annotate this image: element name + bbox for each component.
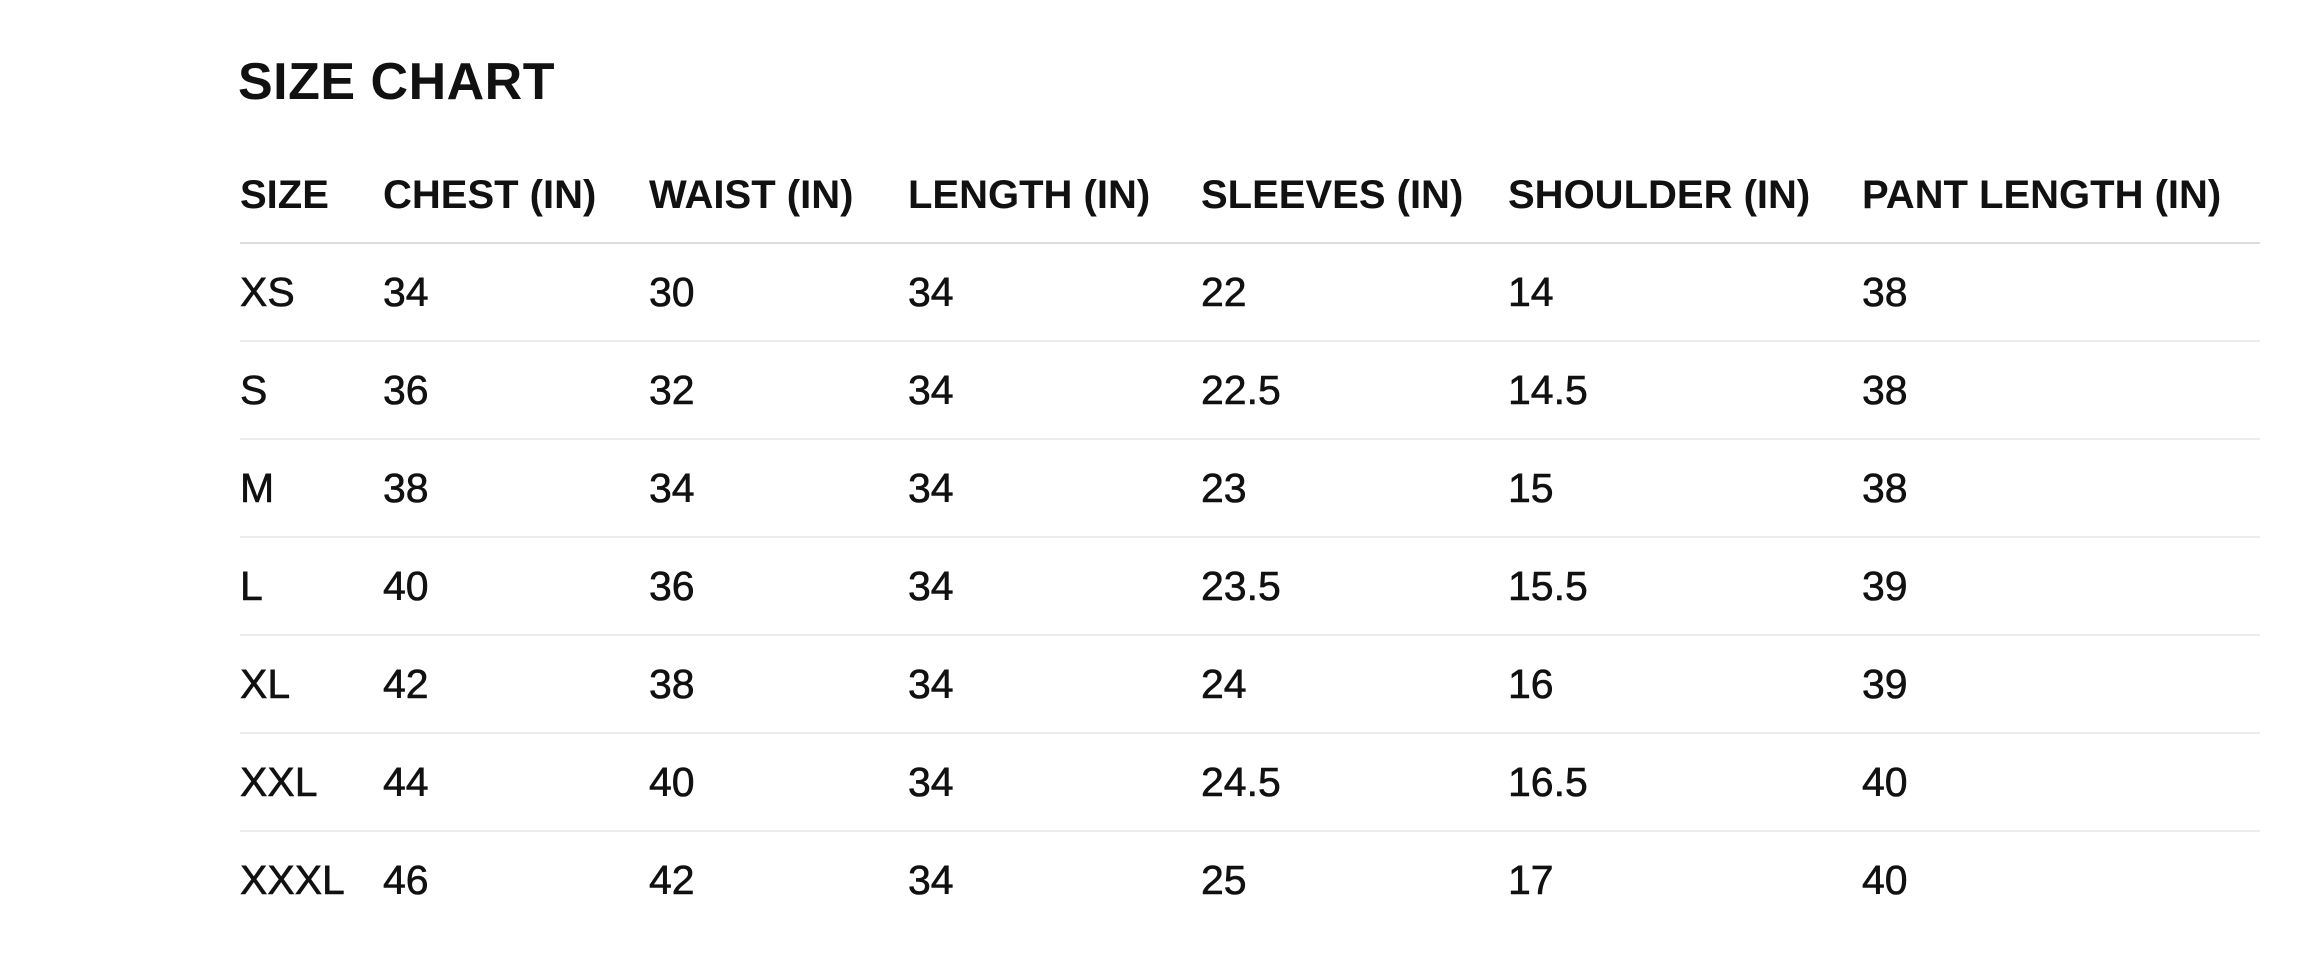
table-cell: 34 — [383, 243, 649, 342]
table-cell: 34 — [908, 537, 1201, 636]
column-header: WAIST (IN) — [649, 148, 908, 244]
table-cell: 38 — [649, 635, 908, 734]
table-cell: 39 — [1862, 635, 2260, 734]
table-cell: 38 — [1862, 341, 2260, 440]
table-cell: 16 — [1508, 635, 1862, 734]
table-cell: 22.5 — [1201, 341, 1508, 440]
table-cell: 23.5 — [1201, 537, 1508, 636]
table-cell: 36 — [649, 537, 908, 636]
table-row: XXL 44 40 34 24.5 16.5 40 — [240, 733, 2260, 832]
table-cell: 25 — [1201, 856, 1247, 903]
table-cell: 23 — [1201, 439, 1508, 538]
table-cell: 16.5 — [1508, 733, 1862, 832]
table-cell: 15.5 — [1508, 537, 1862, 636]
table-cell: 36 — [383, 341, 649, 440]
table-cell: 38 — [1862, 243, 2260, 342]
column-header: PANT LENGTH (IN) — [1862, 148, 2260, 244]
table-cell: 38 — [383, 439, 649, 538]
table-cell: 14 — [1508, 243, 1862, 342]
table-cell: XS — [240, 243, 383, 342]
column-header: CHEST (IN) — [383, 148, 649, 244]
table-cell: 34 — [908, 856, 954, 903]
column-header: SIZE — [240, 148, 383, 244]
table-cell: 34 — [908, 439, 1201, 538]
table-cell: 40 — [1862, 733, 2260, 832]
table-header-row: SIZE CHEST (IN) WAIST (IN) LENGTH (IN) SLEEV… — [240, 148, 2260, 244]
table-cell: 30 — [649, 243, 908, 342]
table-cell: 15 — [1508, 439, 1862, 538]
table-cell: 34 — [908, 341, 1201, 440]
table-cell: 24.5 — [1201, 733, 1508, 832]
table-row: L 40 36 34 23.5 15.5 39 — [240, 537, 2260, 636]
table-cell: 32 — [649, 341, 908, 440]
table-cell: 42 — [383, 635, 649, 734]
table-cell: 44 — [383, 733, 649, 832]
table-cell: M — [240, 439, 383, 538]
table-cell: 38 — [1862, 439, 2260, 538]
table-cell: 14.5 — [1508, 341, 1862, 440]
table-cell: 34 — [649, 439, 908, 538]
table-cell: S — [240, 341, 383, 440]
table-cell: 42 — [649, 856, 695, 903]
table-cell: 22 — [1201, 243, 1508, 342]
table-row: XXXL 46 42 34 25 17 40 — [240, 831, 2260, 928]
table-cell: 34 — [908, 243, 1201, 342]
table-row: XL 42 38 34 24 16 39 — [240, 635, 2260, 734]
column-header: LENGTH (IN) — [908, 148, 1201, 244]
table-row: XS 34 30 34 22 14 38 — [240, 243, 2260, 342]
size-chart-table: SIZE CHEST (IN) WAIST (IN) LENGTH (IN) SLEEV… — [240, 148, 2260, 928]
table-cell: 40 — [1862, 856, 1908, 903]
column-header: SHOULDER (IN) — [1508, 148, 1862, 244]
column-header: SLEEVES (IN) — [1201, 148, 1508, 244]
table-cell: 34 — [908, 635, 1201, 734]
table-cell: 34 — [908, 733, 1201, 832]
table-cell: L — [240, 537, 383, 636]
table-cell: XXXL — [240, 856, 345, 903]
table-row: M 38 34 34 23 15 38 — [240, 439, 2260, 538]
table-cell: 39 — [1862, 537, 2260, 636]
table-cell: 40 — [383, 537, 649, 636]
table-cell: 40 — [649, 733, 908, 832]
table-cell: XL — [240, 635, 383, 734]
table-row: S 36 32 34 22.5 14.5 38 — [240, 341, 2260, 440]
table-cell: 24 — [1201, 635, 1508, 734]
table-cell: XXL — [240, 733, 383, 832]
table-cell: 46 — [383, 856, 429, 903]
page-title: SIZE CHART — [238, 53, 555, 111]
table-cell: 17 — [1508, 856, 1554, 903]
